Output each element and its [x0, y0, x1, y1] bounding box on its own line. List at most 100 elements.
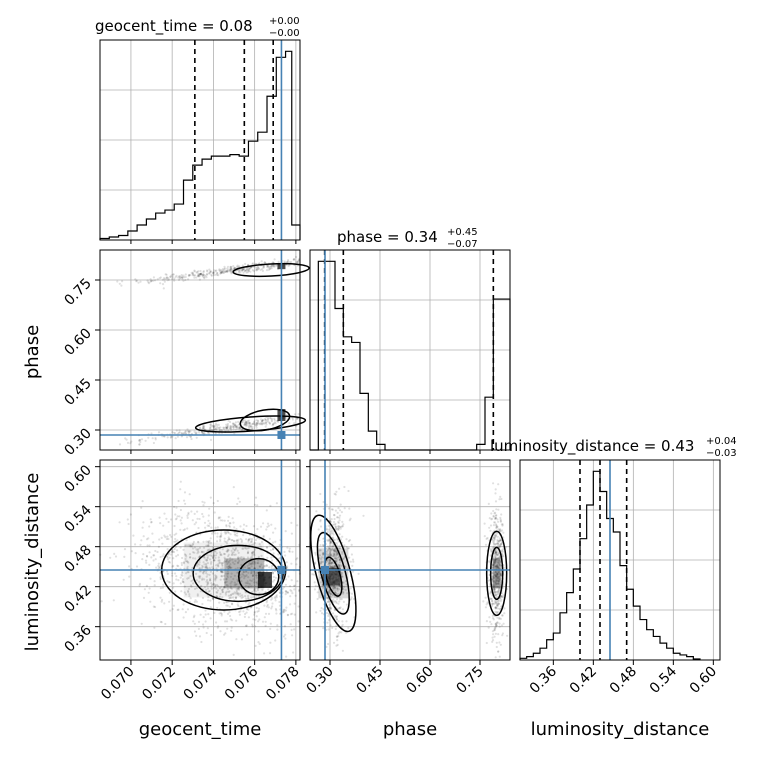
- sample-point: [208, 548, 211, 551]
- sample-point: [219, 270, 222, 273]
- sample-point: [499, 539, 502, 542]
- sample-point: [497, 566, 500, 570]
- sample-point: [215, 595, 218, 598]
- sample-point: [175, 532, 178, 535]
- sample-point: [122, 578, 125, 581]
- sample-point: [251, 552, 254, 555]
- sample-point: [494, 583, 497, 586]
- sample-point: [227, 594, 230, 597]
- sample-point: [174, 540, 177, 543]
- sample-point: [270, 419, 273, 422]
- sample-point: [252, 543, 255, 546]
- sample-point: [151, 532, 154, 535]
- sample-point: [341, 571, 344, 574]
- sample-point: [335, 490, 338, 493]
- sample-point: [248, 267, 251, 270]
- sample-point: [329, 606, 332, 609]
- sample-point: [233, 266, 236, 269]
- sample-point: [263, 604, 266, 607]
- sample-point: [241, 264, 244, 267]
- sample-point: [495, 523, 498, 526]
- sample-point: [253, 554, 256, 557]
- sample-point: [499, 539, 502, 542]
- sample-point: [212, 502, 215, 505]
- sample-point: [256, 267, 259, 271]
- sample-point: [327, 600, 330, 603]
- sample-point: [258, 565, 261, 568]
- sample-point: [235, 532, 238, 535]
- sample-point: [253, 581, 256, 584]
- sample-point: [168, 581, 171, 584]
- sample-point: [178, 275, 182, 278]
- sample-point: [246, 271, 249, 274]
- sample-point: [275, 594, 278, 597]
- sample-point: [263, 616, 266, 619]
- sample-point: [203, 578, 206, 581]
- sample-point: [262, 535, 265, 538]
- sample-point: [168, 600, 171, 603]
- sample-point: [234, 583, 237, 586]
- sample-point: [200, 431, 203, 434]
- sample-point: [223, 269, 226, 272]
- sample-point: [291, 634, 294, 637]
- sample-point: [340, 631, 343, 634]
- scatter-panel-geocent-time-vs-phase: [99, 249, 301, 451]
- sample-point: [150, 520, 153, 524]
- sample-point: [225, 532, 228, 535]
- sample-point: [174, 513, 177, 516]
- sample-point: [497, 561, 500, 564]
- sample-point: [180, 590, 183, 593]
- sample-point: [179, 508, 182, 512]
- sample-point: [270, 420, 273, 423]
- sample-point: [321, 553, 325, 556]
- sample-point: [342, 581, 345, 584]
- sample-point: [340, 625, 343, 628]
- truth-marker: [277, 431, 286, 439]
- sample-point: [248, 425, 251, 428]
- sample-point: [259, 422, 262, 425]
- sample-point: [325, 645, 328, 649]
- sample-point: [275, 502, 278, 505]
- sample-point: [493, 521, 496, 524]
- sample-point: [212, 424, 215, 427]
- sample-point: [274, 540, 277, 543]
- sample-point: [235, 528, 238, 531]
- hist-panel-phase: [309, 249, 511, 451]
- sample-point: [333, 587, 336, 591]
- sample-point: [227, 537, 231, 541]
- sample-point: [225, 550, 228, 553]
- sample-point: [209, 570, 212, 573]
- sample-point: [266, 525, 269, 529]
- sample-point: [144, 439, 147, 442]
- sample-point: [248, 583, 251, 586]
- sample-point: [334, 557, 337, 560]
- sample-point: [335, 527, 338, 530]
- sample-point: [140, 622, 143, 625]
- sample-point: [219, 578, 222, 581]
- sample-point: [349, 587, 352, 590]
- sample-point: [488, 616, 491, 619]
- sample-point: [216, 626, 219, 629]
- sample-point: [495, 565, 498, 568]
- sample-point: [243, 615, 246, 619]
- sample-point: [492, 509, 495, 513]
- sample-point: [333, 609, 336, 612]
- sample-point: [487, 626, 490, 629]
- sample-point: [214, 428, 217, 431]
- sample-point: [236, 502, 239, 506]
- sample-point: [186, 608, 190, 611]
- sample-point: [327, 590, 331, 593]
- sample-point: [492, 576, 495, 579]
- sample-point: [227, 419, 230, 422]
- sample-point: [220, 553, 223, 557]
- sample-point: [335, 550, 338, 553]
- sample-point: [225, 572, 228, 575]
- sample-point: [225, 542, 229, 545]
- sample-point: [499, 560, 502, 564]
- sample-point: [203, 428, 206, 431]
- sample-point: [492, 583, 495, 586]
- sample-point: [195, 579, 198, 582]
- sample-point: [249, 572, 253, 575]
- sample-point: [494, 627, 497, 630]
- sample-point: [491, 602, 494, 605]
